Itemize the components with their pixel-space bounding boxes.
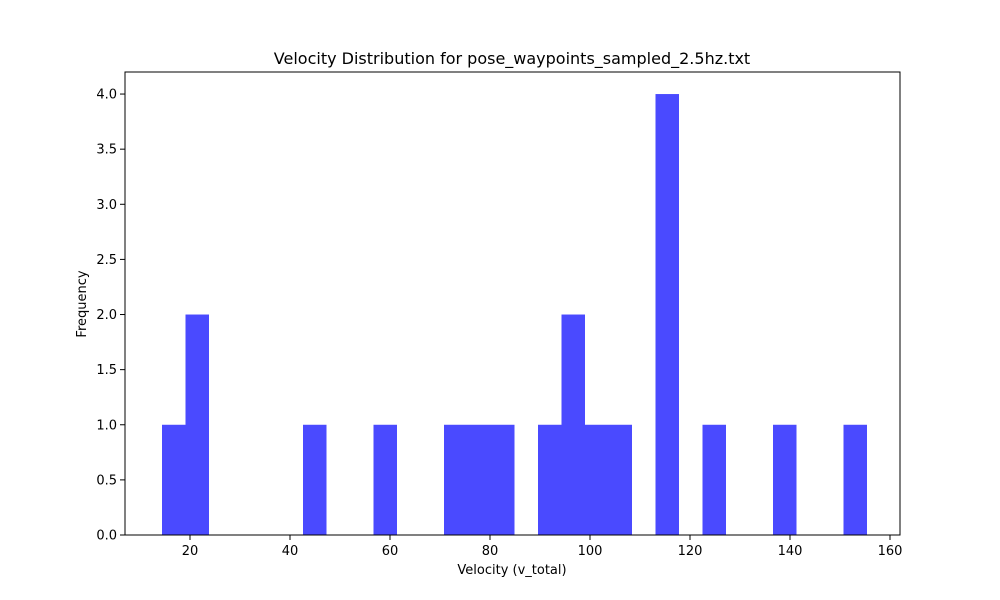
bars-group [162,94,867,536]
histogram-bar [538,424,562,535]
histogram-bar [185,314,209,535]
y-tick-label: 1.5 [96,363,117,378]
histogram-bar [162,424,186,535]
histogram-bar [655,94,679,536]
plot-area-frame [124,71,901,536]
histogram-bar [585,424,609,535]
x-tick-label: 140 [778,544,803,559]
histogram-bar [467,424,491,535]
histogram-bar [303,424,327,535]
y-tick-label: 3.0 [96,198,117,213]
chart-title: Velocity Distribution for pose_waypoints… [274,49,750,69]
histogram-bar [491,424,515,535]
y-tick-label: 1.0 [96,418,117,433]
histogram-bar [561,314,585,535]
histogram-bar [843,424,867,535]
y-axis-label: Frequency [75,270,90,337]
x-axis-label: Velocity (v_total) [457,563,566,578]
histogram-bar [373,424,397,535]
x-tick-label: 40 [282,544,299,559]
y-tick-label: 2.0 [96,308,117,323]
y-tick-label: 4.0 [96,88,117,103]
y-tick-label: 0.0 [96,529,117,544]
histogram-bar [773,424,797,535]
x-tick-label: 80 [482,544,499,559]
y-tick-label: 0.5 [96,473,117,488]
y-axis-ticks: 0.0 0.5 1.0 1.5 2.0 2.5 3.0 3.5 4.0 [96,88,125,544]
y-tick-label: 3.5 [96,143,117,158]
x-tick-label: 20 [182,544,199,559]
x-tick-label: 60 [382,544,399,559]
histogram-bar [444,424,468,535]
x-tick-label: 120 [678,544,703,559]
x-tick-label: 100 [578,544,603,559]
histogram-bar [608,424,632,535]
y-tick-label: 2.5 [96,253,117,268]
x-axis-ticks: 20 40 60 80 100 120 140 160 [182,535,903,559]
histogram-bar [702,424,726,535]
x-tick-label: 160 [878,544,903,559]
